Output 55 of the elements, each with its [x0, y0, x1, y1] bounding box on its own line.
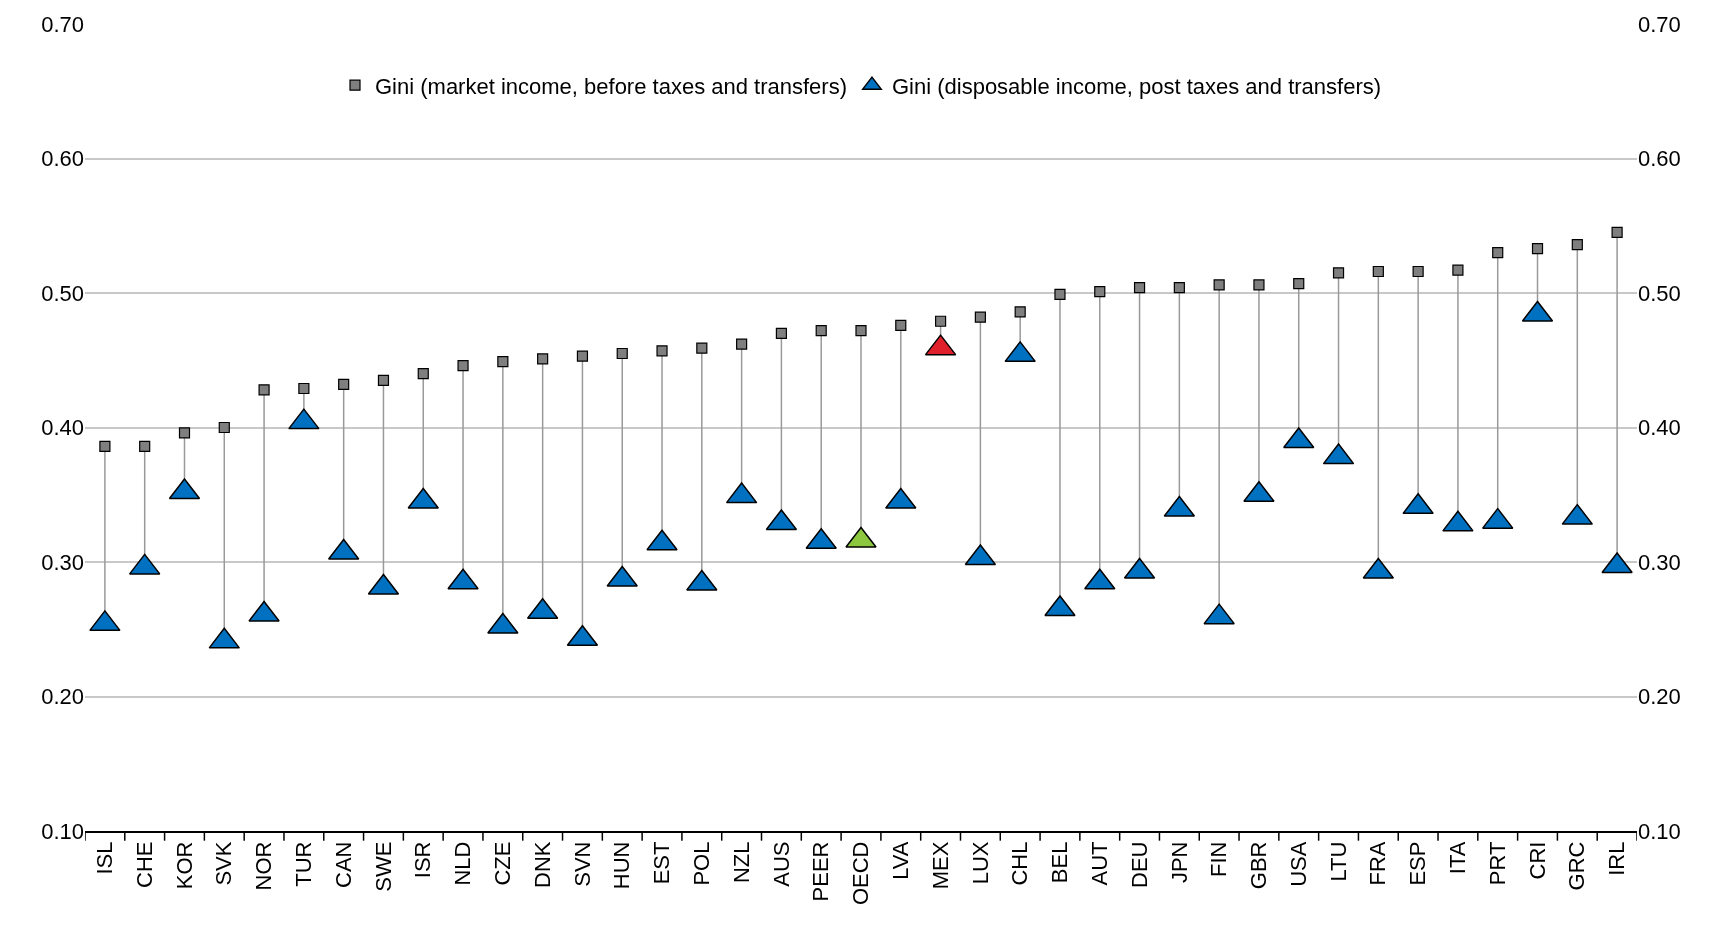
x-tick-label: CHE: [131, 841, 157, 888]
y-tick-label: 0.40: [41, 415, 84, 441]
x-tick-label: HUN: [609, 841, 635, 890]
y2-tick-label: 0.20: [1638, 684, 1681, 710]
x-tick-label: GRC: [1564, 841, 1590, 891]
legend-label: Gini (disposable income, post taxes and transfers): [891, 73, 1382, 99]
x-tick-label: FIN: [1206, 841, 1232, 877]
x-tick-label: CHL: [1007, 841, 1033, 886]
x-tick-label: CRI: [1524, 841, 1550, 880]
x-tick-label: POL: [688, 841, 714, 886]
x-tick-label: DEU: [1126, 841, 1152, 888]
x-tick-label: EST: [649, 841, 675, 885]
y-tick-label: 0.60: [41, 146, 84, 172]
x-tick-label: IRL: [1604, 841, 1630, 876]
x-tick-label: PEER: [808, 841, 834, 902]
y-tick-label: 0.70: [41, 11, 84, 37]
x-tick-label: FRA: [1365, 841, 1391, 886]
x-tick-label: ESP: [1405, 841, 1431, 886]
x-tick-label: USA: [1285, 841, 1311, 887]
y2-tick-label: 0.10: [1638, 818, 1681, 844]
x-tick-label: NOR: [251, 841, 277, 891]
y2-tick-label: 0.70: [1638, 11, 1681, 37]
x-tick-label: NLD: [450, 841, 476, 886]
legend-label: Gini (market income, before taxes and transfers): [375, 73, 847, 99]
x-tick-label: TUR: [291, 841, 317, 887]
x-tick-label: LVA: [887, 841, 913, 880]
y-tick-label: 0.50: [41, 280, 84, 306]
x-tick-label: PRT: [1484, 841, 1510, 886]
y2-tick-label: 0.40: [1638, 415, 1681, 441]
y-tick-label: 0.10: [41, 818, 84, 844]
y2-tick-label: 0.60: [1638, 146, 1681, 172]
x-tick-label: SVN: [569, 841, 595, 887]
y-tick-label: 0.30: [41, 549, 84, 575]
x-tick-label: DNK: [529, 841, 555, 888]
x-tick-label: ISR: [410, 841, 436, 879]
y-tick-label: 0.20: [41, 684, 84, 710]
x-tick-label: ISL: [92, 841, 118, 875]
y2-tick-label: 0.50: [1638, 280, 1681, 306]
x-tick-label: AUS: [768, 841, 794, 887]
x-tick-label: GBR: [1246, 841, 1272, 890]
x-tick-label: SWE: [370, 841, 396, 892]
x-tick-label: MEX: [927, 841, 953, 890]
x-tick-label: OECD: [848, 841, 874, 906]
x-tick-label: ITA: [1445, 841, 1471, 875]
x-tick-label: LUX: [967, 841, 993, 885]
x-tick-label: JPN: [1166, 841, 1192, 884]
y2-tick-label: 0.30: [1638, 549, 1681, 575]
x-tick-label: KOR: [171, 841, 197, 890]
x-tick-label: AUT: [1086, 841, 1112, 886]
x-tick-label: CAN: [330, 841, 356, 888]
x-tick-label: NZL: [728, 841, 754, 884]
x-tick-label: CZE: [490, 841, 515, 886]
x-tick-label: SVK: [211, 841, 237, 886]
x-tick-label: LTU: [1325, 841, 1351, 882]
x-tick-label: BEL: [1047, 841, 1073, 884]
